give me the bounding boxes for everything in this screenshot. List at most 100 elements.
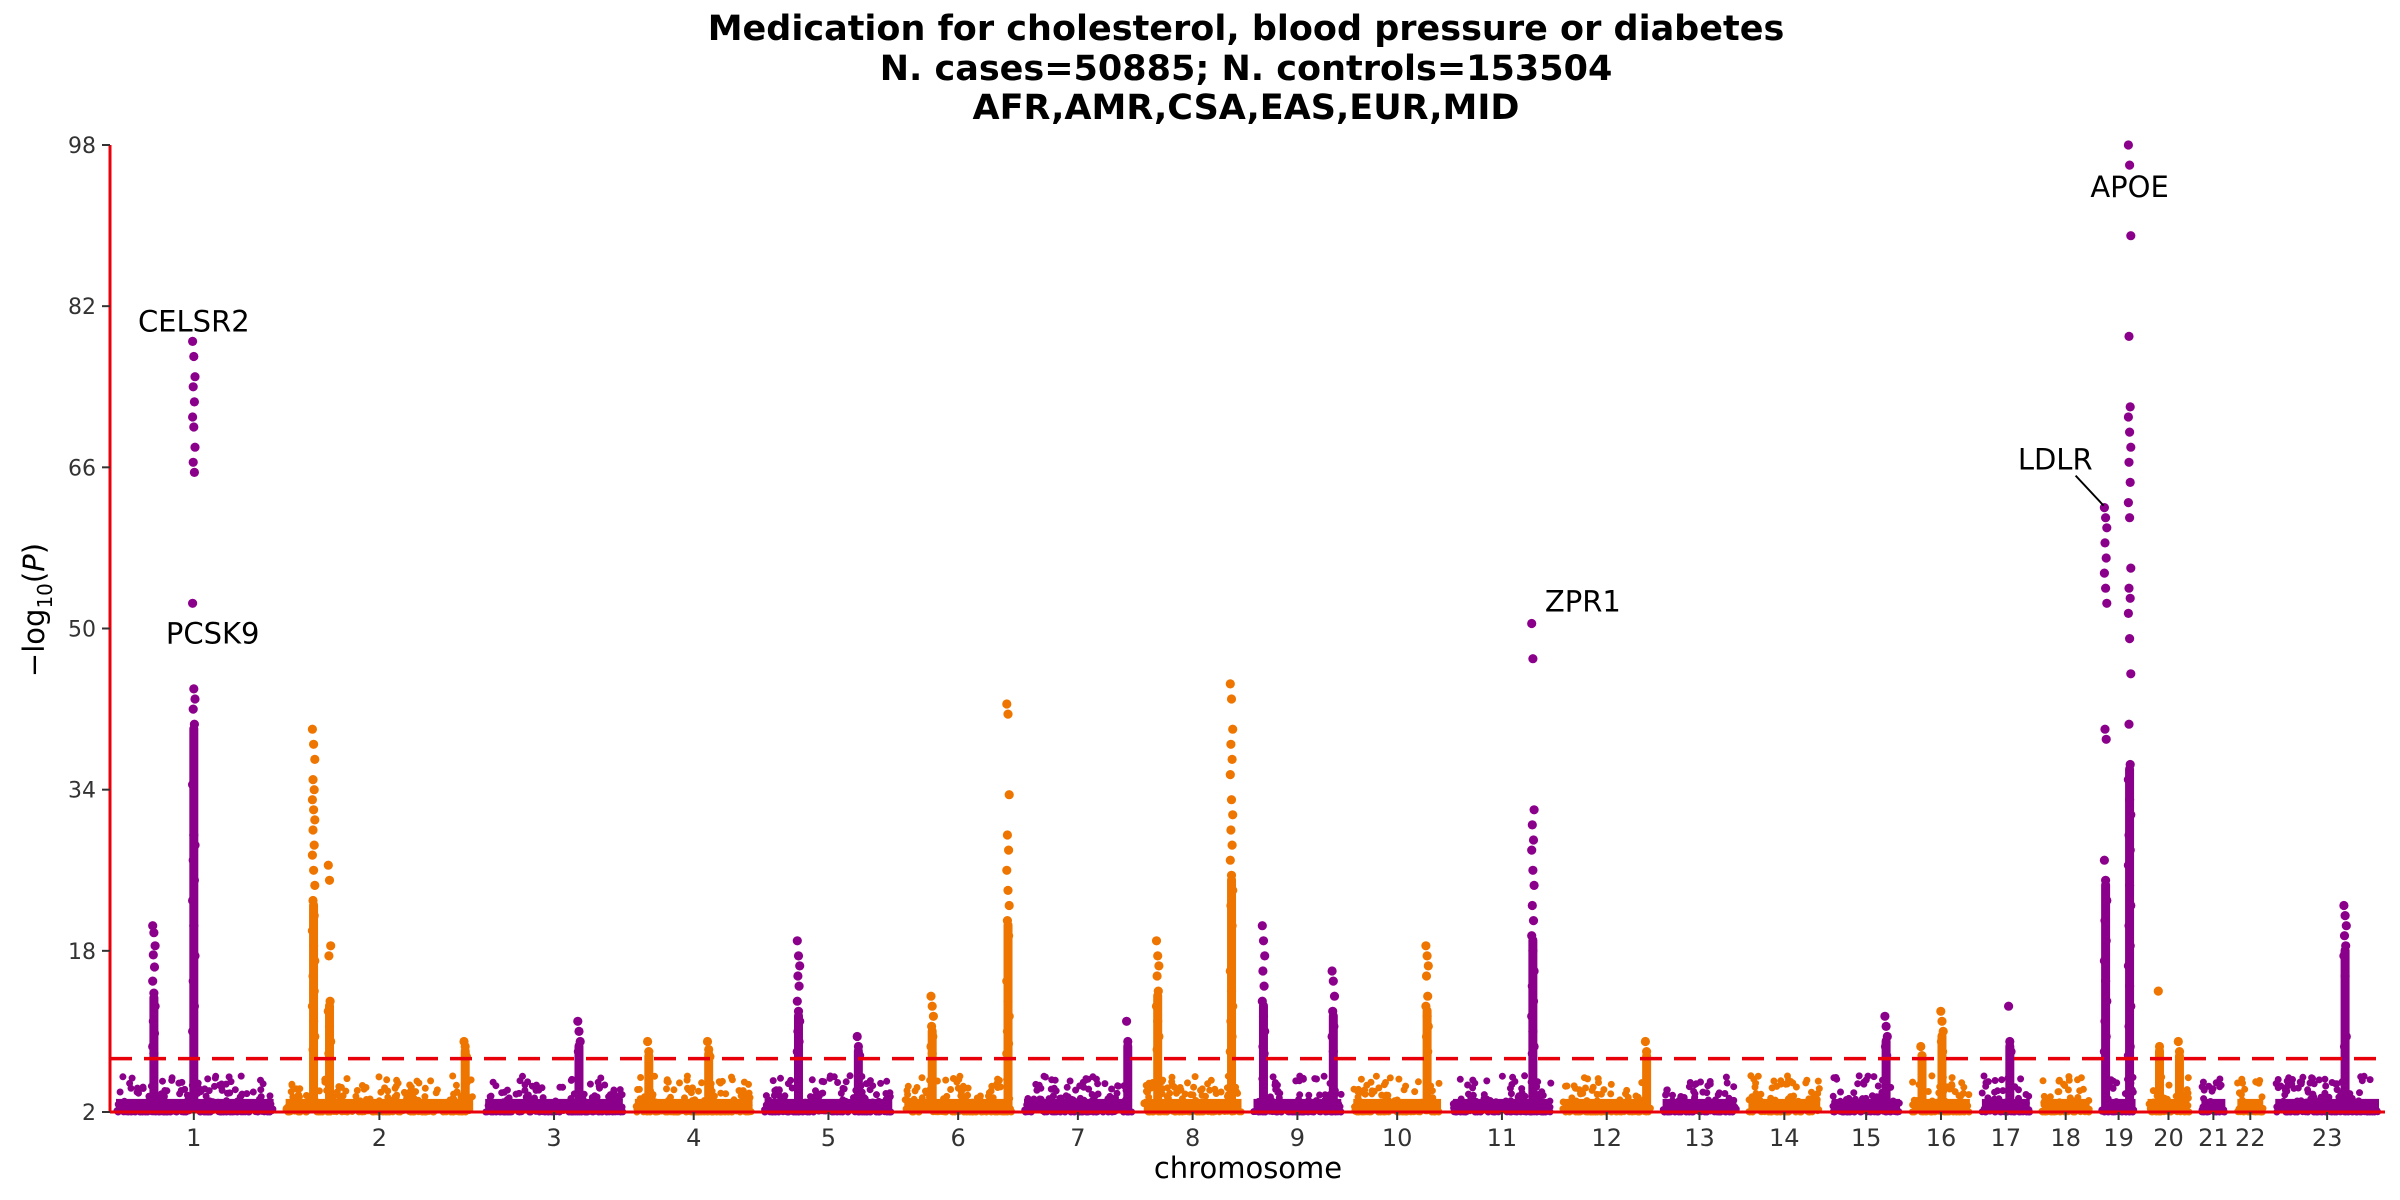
x-tick-label-chr11: 11 [1487,1124,1518,1152]
data-point [2123,498,2133,508]
data-point [792,996,802,1006]
peak-chr16-21 [1916,1041,1927,1112]
data-point [189,351,199,362]
peak-chr9-16 [1327,966,1340,1112]
data-point [1329,991,1340,1001]
data-point [2124,719,2134,729]
x-tick-label-chr4: 4 [686,1124,701,1152]
title-line-2: N. cases=50885; N. controls=153504 [880,49,1613,89]
peak-chr12-19 [1640,1036,1652,1112]
peak-dense-column [2101,880,2111,1112]
data-point [1260,951,1270,961]
data-point [190,694,200,704]
data-point [1423,961,1433,971]
x-tick-label-chr18: 18 [2050,1124,2081,1152]
data-point [2102,598,2112,608]
peak-chr20-27 [2173,1036,2185,1112]
x-tick-label-chr23: 23 [2312,1124,2343,1152]
peak-chr7-12 [1122,1016,1133,1112]
data-point [794,981,804,991]
chrom-7-noise-points [1021,1072,1136,1116]
data-point [2126,669,2136,679]
peak-dense-column [574,1041,584,1112]
y-tick-label: 18 [68,940,96,965]
data-point [2100,538,2110,548]
data-point [1228,724,1238,734]
y-tick-label: 98 [68,134,96,159]
data-point [307,850,317,860]
data-point [2339,931,2350,941]
x-tick-label-chr5: 5 [821,1124,836,1152]
data-point [2102,523,2112,533]
peak-chr15-20 [1880,1011,1892,1112]
data-point [2100,724,2110,734]
peak-chr8-14 [1225,679,1238,1112]
data-point [1421,941,1431,951]
data-point [1529,805,1539,815]
data-point [1258,966,1268,976]
data-point [1004,790,1014,800]
data-point [2124,583,2134,593]
chart-title: Medication for cholesterol, blood pressu… [708,9,1785,128]
data-point [1528,916,1539,926]
gene-label-apoe: APOE [2090,170,2168,204]
data-point [2340,911,2350,921]
peak-chr2-4 [459,1036,471,1112]
data-point [189,397,199,407]
chrom-18-noise-points [2038,1073,2093,1116]
data-point [793,971,803,981]
peak-dense-column [325,1001,335,1112]
data-point [2124,457,2134,467]
data-point [1003,885,1013,896]
peak-dense-column [1227,875,1237,1112]
data-point [573,1016,583,1026]
data-point [1226,825,1236,835]
ldlr-leader-line [2074,474,2105,507]
data-point [1527,618,1537,629]
data-point [2339,900,2349,911]
data-point [188,412,198,422]
data-point [2101,734,2111,744]
data-point [1527,900,1537,911]
y-tick-label: 50 [68,618,96,643]
data-point [1257,921,1267,931]
data-point [189,467,199,477]
data-point [1151,936,1162,946]
x-tick-label-chr19: 19 [2103,1124,2134,1152]
peak-points-layer [148,140,2351,1112]
peak-chr5-9 [852,1031,865,1112]
x-tick-label-chr22: 22 [2235,1124,2266,1152]
data-point [188,336,198,346]
data-point [1327,966,1337,976]
data-point [1528,835,1539,845]
peak-dense-column [927,1026,937,1112]
x-tick-label-chr17: 17 [1991,1124,2022,1152]
data-point [309,840,319,850]
x-axis-title: chromosome [1154,1151,1342,1185]
gene-label-ldlr: LDLR [2018,443,2093,477]
y-axis-ticks: 2 18 34 50 66 82 98 [68,134,110,1126]
data-point [1154,961,1164,971]
data-point [1529,880,1539,891]
data-point [188,382,198,392]
data-point [1122,1016,1132,1026]
x-tick-label-chr3: 3 [546,1124,561,1152]
data-point [310,815,320,825]
data-point [926,991,936,1001]
data-point [324,875,335,885]
peak-chr10-17 [1421,941,1433,1112]
data-point [1227,840,1237,850]
data-point [188,704,198,714]
data-point [927,1001,937,1011]
data-point [1004,845,1014,855]
x-tick-label-chr14: 14 [1769,1124,1800,1152]
data-point [928,1011,939,1021]
data-point [310,754,320,765]
data-point [188,457,198,467]
chrom-23-noise-points [2272,1072,2382,1116]
data-point [190,442,200,452]
peak-dense-column [2154,1046,2164,1112]
peak-dense-column [1003,920,1013,1112]
data-point [1153,951,1163,961]
